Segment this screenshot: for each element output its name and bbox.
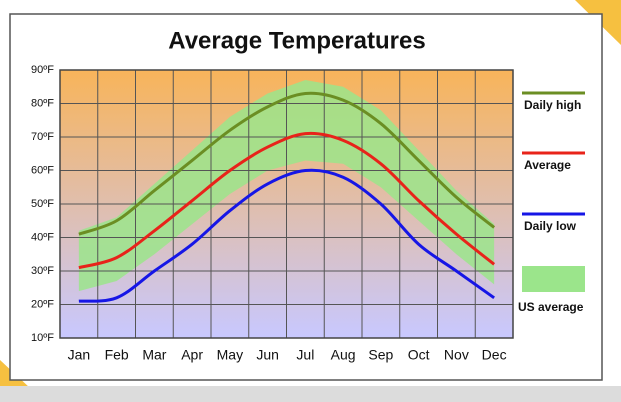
series-line [78, 168, 495, 303]
x-tick-label: Dec [482, 347, 507, 363]
legend-label: Daily low [524, 219, 577, 233]
legend-label: Daily high [524, 98, 581, 112]
y-tick-label: 30ºF [31, 265, 54, 277]
x-tick-label: Aug [331, 347, 356, 363]
legend-swatch [522, 266, 585, 292]
series-line [78, 91, 496, 236]
x-tick-label: Sep [368, 347, 393, 363]
y-tick-label: 10ºF [31, 332, 54, 344]
x-tick-label: May [217, 347, 243, 363]
x-tick-label: Jan [68, 347, 91, 363]
y-tick-label: 80ºF [31, 97, 54, 109]
plot-border [59, 69, 514, 339]
legend-label: US average [518, 300, 584, 314]
x-tick-label: Mar [142, 347, 166, 363]
x-tick-label: Jul [296, 347, 314, 363]
y-tick-label: 50ºF [31, 198, 54, 210]
x-tick-label: Oct [408, 347, 430, 363]
x-tick-label: Nov [444, 347, 469, 363]
bottom-strip [0, 386, 621, 402]
x-tick-label: Jun [256, 347, 279, 363]
y-tick-label: 90ºF [31, 64, 54, 76]
chart-title: Average Temperatures [168, 27, 425, 54]
y-tick-label: 40ºF [31, 231, 54, 243]
x-tick-label: Apr [181, 347, 203, 363]
y-tick-label: 20ºF [31, 298, 54, 310]
series-line [78, 131, 496, 270]
y-tick-label: 60ºF [31, 164, 54, 176]
legend-label: Average [524, 158, 571, 172]
x-tick-label: Feb [105, 347, 129, 363]
y-tick-label: 70ºF [31, 131, 54, 143]
